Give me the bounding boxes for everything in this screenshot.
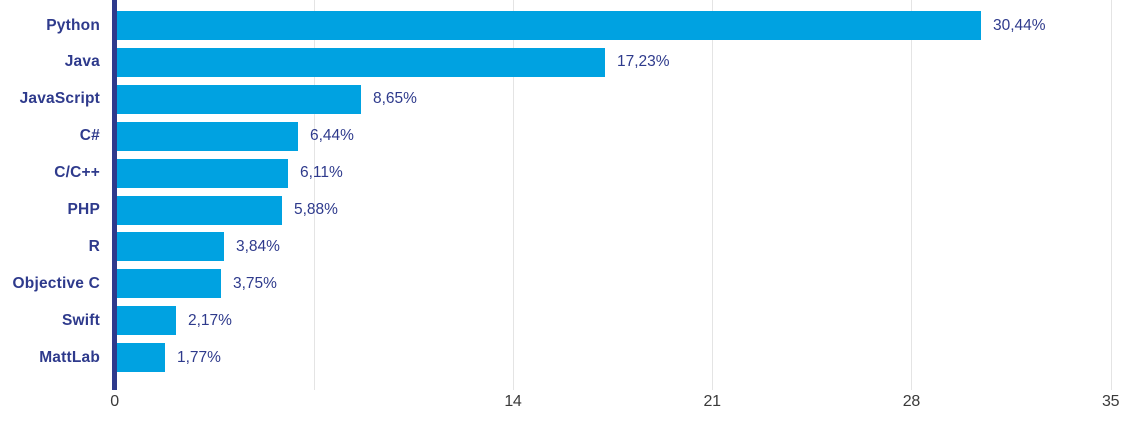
value-label: 8,65% bbox=[373, 90, 417, 108]
bar-row: R 3,84% bbox=[0, 232, 1141, 262]
bar-row: C/C++ 6,11% bbox=[0, 158, 1141, 188]
bar-row: Objective C 3,75% bbox=[0, 269, 1141, 299]
bar bbox=[117, 158, 288, 188]
x-tick-label: 35 bbox=[1101, 393, 1120, 410]
bar-row: Swift 2,17% bbox=[0, 306, 1141, 336]
gridline-x-35 bbox=[1110, 0, 1112, 390]
bar-row: Java 17,23% bbox=[0, 47, 1141, 77]
category-label: Swift bbox=[61, 311, 100, 329]
category-label: R bbox=[88, 237, 100, 255]
category-label: MattLab bbox=[39, 348, 100, 366]
bar bbox=[117, 47, 605, 77]
value-label: 6,44% bbox=[310, 127, 354, 145]
bar bbox=[117, 232, 224, 262]
category-label: C# bbox=[79, 127, 100, 145]
value-label: 6,11% bbox=[300, 164, 343, 182]
y-axis-line bbox=[112, 0, 117, 390]
gridline-x-21 bbox=[712, 0, 714, 390]
bar-row: MattLab 1,77% bbox=[0, 343, 1141, 373]
x-tick-label: 21 bbox=[703, 393, 722, 410]
value-label: 1,77% bbox=[177, 348, 221, 366]
value-label: 30,44% bbox=[993, 16, 1046, 34]
x-tick-label: 14 bbox=[504, 393, 522, 410]
bar bbox=[117, 306, 176, 336]
bar bbox=[117, 269, 221, 299]
bar bbox=[117, 343, 165, 373]
bar-row: C# 6,44% bbox=[0, 121, 1141, 151]
category-label: Objective C bbox=[12, 274, 100, 292]
bar bbox=[117, 11, 981, 40]
x-tick-label: 28 bbox=[902, 393, 921, 410]
gridline-x-28 bbox=[911, 0, 913, 390]
value-label: 3,84% bbox=[236, 237, 280, 255]
value-label: 2,17% bbox=[188, 311, 232, 329]
value-label: 17,23% bbox=[617, 53, 670, 71]
category-label: C/C++ bbox=[54, 164, 100, 182]
category-label: Java bbox=[64, 53, 100, 71]
value-label: 5,88% bbox=[294, 201, 338, 218]
bar bbox=[117, 84, 361, 114]
x-tick-label: 0 bbox=[110, 393, 119, 410]
bar-row: JavaScript 8,65% bbox=[0, 84, 1141, 114]
bar-row: Python 30,44% bbox=[0, 11, 1141, 40]
category-label: JavaScript bbox=[19, 90, 100, 108]
gridline-x-7 bbox=[313, 0, 315, 390]
category-label: Python bbox=[46, 16, 100, 34]
bar-row: PHP 5,88% bbox=[0, 195, 1141, 225]
bar bbox=[117, 121, 298, 151]
gridline-x-14 bbox=[512, 0, 514, 390]
bar bbox=[117, 195, 282, 225]
category-label: PHP bbox=[67, 201, 100, 218]
value-label: 3,75% bbox=[233, 274, 277, 292]
